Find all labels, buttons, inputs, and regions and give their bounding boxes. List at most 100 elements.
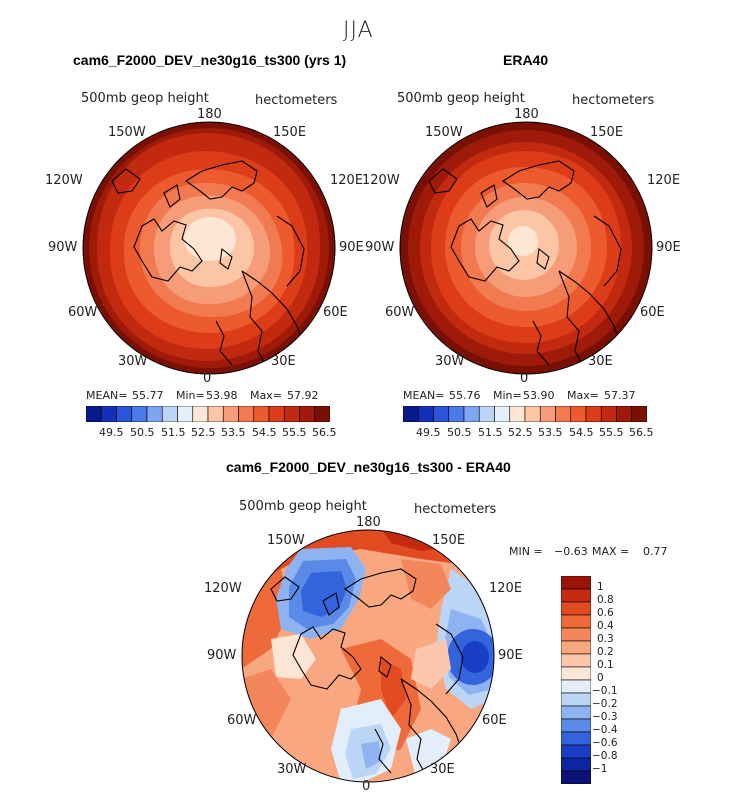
- panel3-lon-60w: 60W: [227, 713, 257, 728]
- panel2-units: hectometers: [572, 93, 655, 108]
- colorbar-swatch: [561, 770, 591, 784]
- panel2-lon-30e: 30E: [588, 354, 613, 369]
- panel3-lon-90w: 90W: [207, 648, 237, 663]
- panel2-lon-90e: 90E: [656, 240, 681, 255]
- panel1-colorbar: [86, 406, 330, 422]
- panel1-lon-150e: 150E: [273, 125, 307, 140]
- colorbar-swatch: [561, 653, 591, 668]
- colorbar-swatch: [116, 406, 133, 422]
- panel3-cb-label: −0.4: [592, 724, 618, 736]
- panel2-min-label: Min=: [493, 389, 522, 402]
- panel1-field-label: 500mb geop height: [81, 91, 209, 106]
- panel1-lon-0: 0: [203, 371, 212, 386]
- colorbar-swatch: [600, 406, 617, 422]
- panel3-cb-label: −0.3: [592, 711, 618, 723]
- panel1-cb-label: 49.5: [99, 426, 124, 439]
- colorbar-swatch: [561, 627, 591, 642]
- panel2-mean-label: MEAN=: [403, 389, 445, 402]
- panel1-lon-120e: 120E: [330, 173, 364, 188]
- colorbar-swatch: [253, 406, 270, 422]
- panel2-cb-label: 52.5: [508, 426, 533, 439]
- colorbar-swatch: [403, 406, 419, 422]
- panel2-lon-60e: 60E: [640, 305, 665, 320]
- panel2-lon-90w: 90W: [365, 240, 395, 255]
- panel1-lon-30e: 30E: [271, 354, 296, 369]
- panel1-mean-label: MEAN=: [86, 389, 128, 402]
- panel2-cb-label: 53.5: [538, 426, 563, 439]
- panel1-lon-90w: 90W: [48, 240, 78, 255]
- panel1-polar-map: [82, 121, 336, 375]
- panel2-cb-label: 50.5: [447, 426, 472, 439]
- panel1-min-value: 53.98: [206, 389, 238, 402]
- panel3-cb-label: 0.2: [597, 646, 614, 658]
- panel3-min-label: MIN =: [509, 545, 543, 558]
- panel3-min-value: −0.63: [554, 545, 588, 558]
- panel1-lon-90e: 90E: [339, 240, 364, 255]
- panel3-cb-label: 0: [597, 672, 604, 684]
- panel3-cb-label: 1: [597, 581, 604, 593]
- colorbar-swatch: [539, 406, 556, 422]
- panel1-lon-150w: 150W: [108, 125, 146, 140]
- panel2-cb-label: 56.5: [629, 426, 654, 439]
- panel3-cb-label: −0.2: [592, 698, 618, 710]
- panel2-max-label: Max=: [567, 389, 599, 402]
- panel1-cb-label: 52.5: [191, 426, 216, 439]
- colorbar-swatch: [561, 666, 591, 681]
- colorbar-swatch: [561, 692, 591, 707]
- panel3-lon-120w: 120W: [204, 581, 242, 596]
- colorbar-swatch: [86, 406, 102, 422]
- panel3-lon-150w: 150W: [267, 533, 305, 548]
- colorbar-swatch: [570, 406, 587, 422]
- panel1-title: cam6_F2000_DEV_ne30g16_ts300 (yrs 1): [73, 52, 347, 68]
- panel3-polar-map: [241, 529, 495, 783]
- panel1-cb-label: 51.5: [161, 426, 186, 439]
- colorbar-swatch: [433, 406, 450, 422]
- colorbar-swatch: [616, 406, 633, 422]
- colorbar-swatch: [561, 614, 591, 629]
- figure-title: JJA: [343, 18, 374, 43]
- colorbar-swatch: [146, 406, 163, 422]
- panel3-lon-90e: 90E: [498, 648, 523, 663]
- panel1-cb-label: 53.5: [221, 426, 246, 439]
- panel2-lon-180: 180: [514, 107, 539, 122]
- colorbar-swatch: [131, 406, 148, 422]
- panel2-cb-label: 55.5: [599, 426, 624, 439]
- colorbar-swatch: [561, 757, 591, 772]
- panel3-cb-label: −0.1: [592, 685, 618, 697]
- panel1-lon-180: 180: [197, 107, 222, 122]
- panel1-units: hectometers: [255, 93, 338, 108]
- colorbar-swatch: [561, 718, 591, 733]
- panel2-min-value: 53.90: [523, 389, 555, 402]
- panel2-lon-120e: 120E: [647, 173, 681, 188]
- panel2-lon-150e: 150E: [590, 125, 624, 140]
- panel2-lon-120w: 120W: [362, 173, 400, 188]
- panel3-colorbar: [561, 576, 591, 784]
- panel2-lon-30w: 30W: [435, 354, 465, 369]
- colorbar-swatch: [561, 744, 591, 759]
- panel3-max-value: 0.77: [643, 545, 668, 558]
- panel3-cb-label: 0.3: [597, 633, 614, 645]
- colorbar-swatch: [585, 406, 602, 422]
- colorbar-swatch: [238, 406, 255, 422]
- panel1-lon-60e: 60E: [323, 305, 348, 320]
- colorbar-swatch: [177, 406, 194, 422]
- panel3-cb-label: 0.1: [597, 659, 614, 671]
- colorbar-swatch: [463, 406, 480, 422]
- colorbar-swatch: [631, 406, 647, 422]
- colorbar-swatch: [478, 406, 495, 422]
- panel2-cb-label: 54.5: [569, 426, 594, 439]
- panel3-cb-label: 0.8: [597, 594, 614, 606]
- colorbar-swatch: [561, 601, 591, 616]
- colorbar-swatch: [561, 576, 591, 590]
- colorbar-swatch: [222, 406, 239, 422]
- panel2-max-value: 57.37: [604, 389, 636, 402]
- colorbar-swatch: [561, 731, 591, 746]
- colorbar-swatch: [268, 406, 285, 422]
- panel3-lon-0: 0: [362, 779, 371, 794]
- colorbar-swatch: [161, 406, 178, 422]
- panel2-lon-60w: 60W: [385, 305, 415, 320]
- colorbar-swatch: [555, 406, 572, 422]
- panel1-max-value: 57.92: [287, 389, 319, 402]
- colorbar-swatch: [192, 406, 209, 422]
- panel2-cb-label: 51.5: [478, 426, 503, 439]
